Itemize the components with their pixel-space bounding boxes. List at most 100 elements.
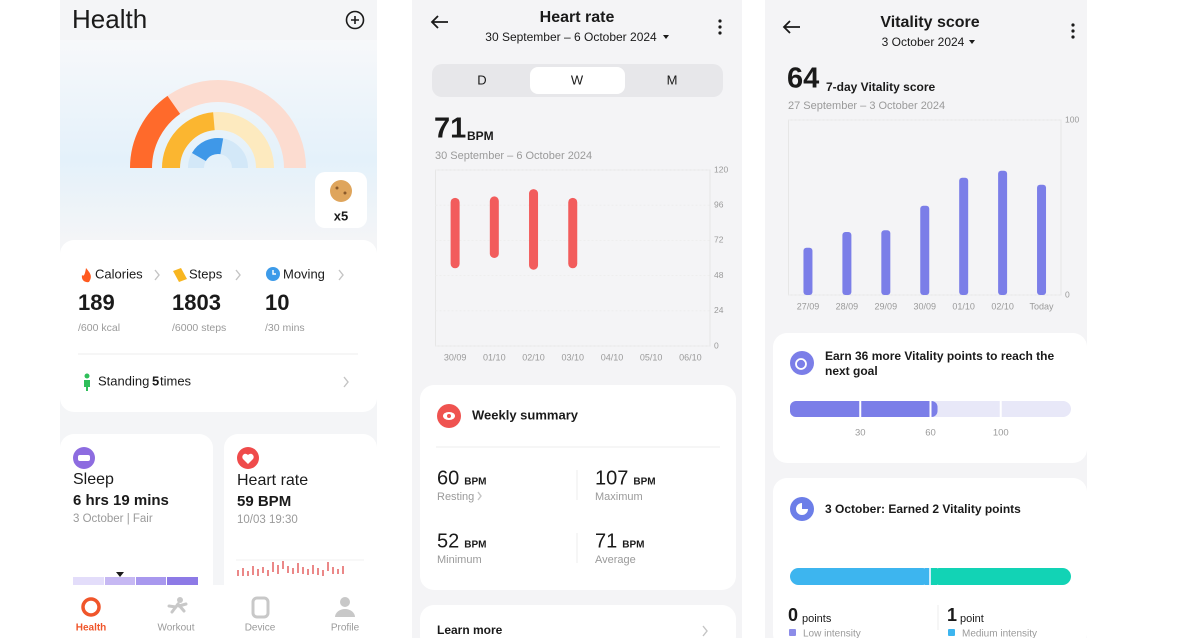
bar <box>881 230 891 295</box>
score-value: 64 <box>787 63 819 95</box>
vitality-screen: Vitality score 3 October 2024 64 7-day V… <box>765 0 1087 638</box>
bottom-nav <box>60 585 377 638</box>
nav-item[interactable]: Health <box>76 597 107 634</box>
date-range[interactable]: 30 September – 6 October 2024 <box>485 30 657 44</box>
goal-text: Earn 36 more Vitality points to reach th… <box>825 349 1055 363</box>
progress-tick-label: 100 <box>993 428 1009 439</box>
bar <box>842 232 852 295</box>
learn-more-card[interactable] <box>420 605 736 638</box>
bar <box>1037 184 1047 295</box>
intensity-bar <box>790 568 931 585</box>
menu-button[interactable] <box>1071 23 1075 39</box>
y-tick-label: 0 <box>1065 289 1070 299</box>
standing-label: Standing <box>98 373 149 388</box>
nav-item[interactable]: Profile <box>331 597 360 634</box>
x-tick-label: 27/09 <box>797 301 820 311</box>
intensity-unit: point <box>960 613 984 625</box>
card-detail: 10/03 19:30 <box>237 514 298 526</box>
tab[interactable]: W <box>571 72 584 87</box>
x-tick-label: 05/10 <box>640 352 663 362</box>
summary-card <box>420 385 736 590</box>
heart-card[interactable]: Heart rate 59 BPM 10/03 19:30 <box>224 434 377 604</box>
menu-button[interactable] <box>718 19 722 35</box>
card-title: Sleep <box>73 471 114 488</box>
summary-items: 60 BPM Resting 107 BPM Maximum 52 BPM Minimum 71 B… <box>437 467 656 566</box>
learn-more[interactable]: Learn more <box>437 623 503 637</box>
dropdown-caret[interactable] <box>969 40 975 44</box>
goal-icon <box>790 351 814 375</box>
summary-value: 71 <box>595 530 617 552</box>
back-button[interactable] <box>782 20 800 34</box>
screen-title: Health <box>72 4 147 34</box>
metric[interactable]: Calories 189 /600 kcal <box>78 266 160 334</box>
y-tick-label: 0 <box>714 340 719 350</box>
x-tick-label: 03/10 <box>561 352 584 362</box>
badge-count: x5 <box>334 208 348 223</box>
nav-label: Device <box>245 623 276 634</box>
x-tick-label: 30/09 <box>444 352 467 362</box>
y-tick-label: 96 <box>714 199 724 209</box>
sleep-card[interactable]: Sleep 6 hrs 19 mins 3 October | Fair <box>60 434 213 604</box>
card-title: Heart rate <box>237 472 308 489</box>
bar <box>998 170 1008 295</box>
goal-text: next goal <box>825 364 878 378</box>
heart-rate-chart: 0 24 48 72 96 120 30/09 01/10 02/10 03/10 04/10 05/… <box>435 164 728 362</box>
x-tick-label: 30/09 <box>913 301 936 311</box>
heart-rate-screen: Heart rate 30 September – 6 October 2024… <box>412 0 742 638</box>
metric[interactable]: Moving 10 /30 mins <box>265 266 344 334</box>
summary-unit: BPM <box>622 540 644 551</box>
tab[interactable]: M <box>667 72 678 87</box>
card-title: 3 October: Earned 2 Vitality points <box>825 502 1021 516</box>
date[interactable]: 3 October 2024 <box>882 35 965 49</box>
summary-label: Resting <box>437 491 474 503</box>
summary-unit: BPM <box>633 477 655 488</box>
range-bar <box>568 197 578 269</box>
intensity-label: Low intensity <box>803 629 861 638</box>
metric[interactable]: Steps 1803 /6000 steps <box>172 266 241 334</box>
x-tick-label: 29/09 <box>875 301 898 311</box>
x-tick-label: 02/10 <box>991 301 1014 311</box>
nav-label: Workout <box>157 623 194 634</box>
progress-tick-label: 30 <box>855 428 866 439</box>
badge[interactable]: x5 <box>315 172 367 228</box>
intensity-bar <box>931 568 1071 585</box>
intensity-label: Medium intensity <box>962 629 1037 638</box>
goal-progress: 30 60 100 <box>790 401 1071 439</box>
nav-item[interactable]: Device <box>245 596 276 634</box>
intensity-value: 1 <box>947 605 957 625</box>
screen-title: Heart rate <box>540 9 615 26</box>
bar <box>959 177 969 295</box>
summary-unit: BPM <box>464 540 486 551</box>
metric-goal: /600 kcal <box>78 322 120 334</box>
standing-count: 5 <box>152 373 159 388</box>
y-tick-label: 24 <box>714 305 724 315</box>
card-detail: 3 October | Fair <box>73 513 153 525</box>
card-value: 6 hrs 19 mins <box>73 492 169 509</box>
y-tick-label: 120 <box>714 164 728 174</box>
x-tick-label: 02/10 <box>522 352 545 362</box>
score-range: 27 September – 3 October 2024 <box>788 100 945 112</box>
add-button[interactable] <box>345 10 365 30</box>
vitality-chart: 0 100 27/09 28/09 29/09 30/09 01/10 02/10 Today <box>788 114 1079 311</box>
nav-label: Profile <box>331 623 360 634</box>
metric-label: Moving <box>283 266 325 281</box>
metric-goal: /6000 steps <box>172 322 226 334</box>
summary-unit: BPM <box>464 477 486 488</box>
card-value: 59 BPM <box>237 493 291 510</box>
y-tick-label: 100 <box>1065 114 1079 124</box>
tab[interactable]: D <box>477 72 486 87</box>
summary-label: Maximum <box>595 491 643 503</box>
standing-row[interactable]: Standing 5 times <box>84 373 349 391</box>
metric-goal: /30 mins <box>265 322 305 334</box>
dropdown-caret[interactable] <box>663 35 669 39</box>
metric-value: 10 <box>265 290 289 315</box>
resting-link[interactable] <box>477 491 482 501</box>
nav-item[interactable]: Workout <box>157 597 195 634</box>
metric-value: 189 <box>78 290 115 315</box>
summary-value: 60 <box>437 467 459 489</box>
back-button[interactable] <box>430 15 448 29</box>
nav-label: Health <box>76 623 107 634</box>
score-label: 7-day Vitality score <box>826 80 935 94</box>
